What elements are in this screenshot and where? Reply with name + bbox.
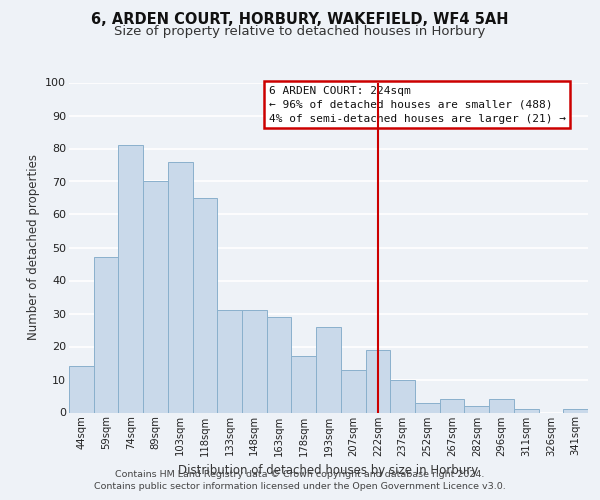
Bar	[563, 409, 588, 412]
Bar	[143, 182, 168, 412]
Bar	[267, 317, 292, 412]
Bar	[341, 370, 365, 412]
Text: Contains HM Land Registry data © Crown copyright and database right 2024.: Contains HM Land Registry data © Crown c…	[115, 470, 485, 479]
Bar	[390, 380, 415, 412]
Bar	[464, 406, 489, 412]
Text: 6, ARDEN COURT, HORBURY, WAKEFIELD, WF4 5AH: 6, ARDEN COURT, HORBURY, WAKEFIELD, WF4 …	[91, 12, 509, 28]
Bar	[489, 400, 514, 412]
Y-axis label: Number of detached properties: Number of detached properties	[26, 154, 40, 340]
Bar	[316, 326, 341, 412]
Bar	[415, 402, 440, 412]
Bar	[193, 198, 217, 412]
Bar	[94, 258, 118, 412]
Bar	[242, 310, 267, 412]
Bar	[69, 366, 94, 412]
X-axis label: Distribution of detached houses by size in Horbury: Distribution of detached houses by size …	[178, 464, 479, 477]
Bar	[440, 400, 464, 412]
Bar	[292, 356, 316, 412]
Bar	[365, 350, 390, 412]
Text: Size of property relative to detached houses in Horbury: Size of property relative to detached ho…	[115, 25, 485, 38]
Bar	[118, 145, 143, 412]
Bar	[514, 409, 539, 412]
Text: 6 ARDEN COURT: 224sqm
← 96% of detached houses are smaller (488)
4% of semi-deta: 6 ARDEN COURT: 224sqm ← 96% of detached …	[269, 86, 566, 124]
Bar	[168, 162, 193, 412]
Text: Contains public sector information licensed under the Open Government Licence v3: Contains public sector information licen…	[94, 482, 506, 491]
Bar	[217, 310, 242, 412]
